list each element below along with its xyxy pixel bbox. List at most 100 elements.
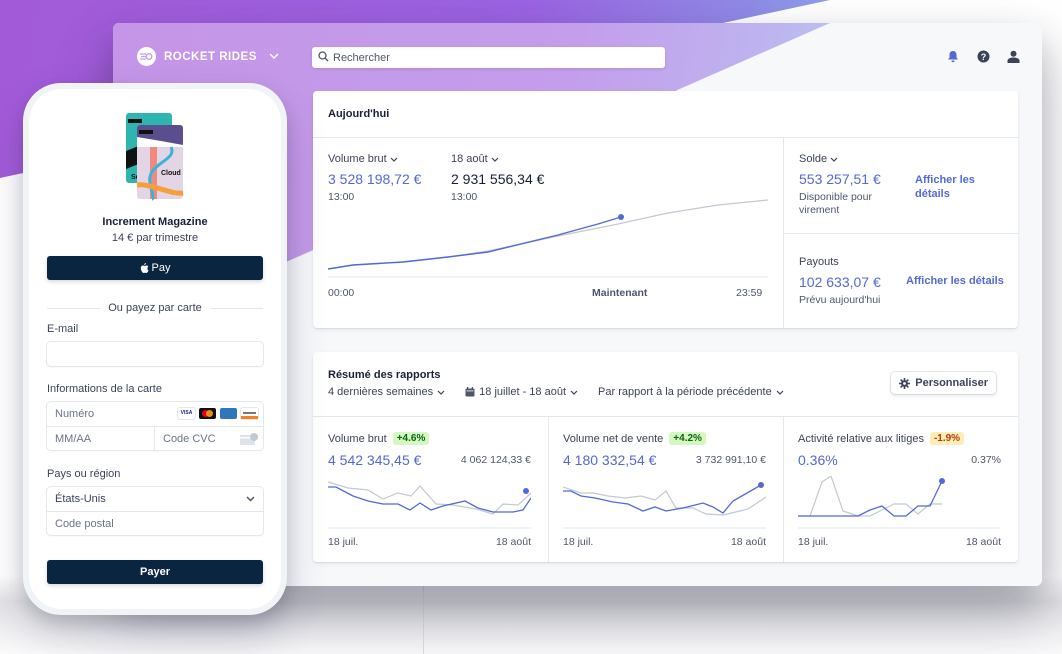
- cvc-field[interactable]: Code CVC: [155, 427, 263, 451]
- search-placeholder: Rechercher: [333, 51, 390, 64]
- compare-time: 13:00: [451, 191, 478, 203]
- metric-label: Volume brut: [328, 432, 387, 445]
- rocket-logo-icon: [137, 47, 156, 66]
- change-badge: +4.2%: [669, 432, 706, 445]
- date-range-label: 18 juillet - 18 août: [479, 386, 567, 398]
- metric-value: 4 180 332,54 €: [563, 452, 657, 468]
- reports-title: Résumé des rapports: [328, 369, 441, 381]
- metric-sparkline: [328, 481, 531, 529]
- card-number-placeholder: Numéro: [55, 408, 95, 420]
- chevron-down-icon: [491, 157, 499, 162]
- postal-code-field[interactable]: Code postal: [47, 511, 263, 535]
- card-expiry-cvc-row: MM/AA Code CVC: [47, 426, 263, 451]
- axis-end: 18 août: [730, 536, 766, 548]
- metric-previous: 4 062 124,33 €: [460, 454, 531, 466]
- product-price: 14 € par trimestre: [111, 232, 199, 244]
- divider: [313, 137, 1018, 138]
- pay-button-label: Payer: [140, 566, 170, 578]
- balance-label: Solde: [799, 153, 828, 165]
- country-label: Pays ou région: [47, 468, 121, 480]
- divider: [783, 416, 784, 562]
- chart-axis-now: Maintenant: [592, 287, 648, 299]
- compare-date-selector[interactable]: 18 août: [451, 153, 544, 165]
- divider: [783, 233, 1018, 234]
- axis-start: 18 juil.: [563, 536, 594, 548]
- chevron-down-icon: [437, 390, 445, 395]
- metric-value: 0.36%: [798, 452, 838, 468]
- payouts-metric: Payouts 102 633,07 € Prévu aujourd'hui: [799, 256, 881, 306]
- report-metric-net-volume[interactable]: Volume net de vente +4.2% 4 180 332,54 €…: [548, 416, 783, 562]
- compare-filter[interactable]: Par rapport à la période précédente: [598, 386, 784, 398]
- svg-text:?: ?: [980, 51, 986, 61]
- gross-volume-selector[interactable]: Volume brut: [328, 153, 421, 165]
- checkout-screen: Se Cloud Increment Magazine 14 € par tri…: [29, 89, 281, 609]
- balance-details-link[interactable]: Afficher les détails: [915, 174, 975, 200]
- compare-value: 2 931 556,34 €: [451, 171, 545, 187]
- email-field[interactable]: [47, 342, 263, 366]
- metric-previous: 0.37%: [971, 454, 1001, 466]
- gross-volume-metric: Volume brut 3 528 198,72 € 13:00: [328, 153, 421, 203]
- customize-button[interactable]: Personnaliser: [891, 372, 996, 394]
- compare-metric: 18 août 2 931 556,34 € 13:00: [451, 153, 544, 203]
- period-filter[interactable]: 4 dernières semaines: [328, 386, 445, 398]
- card-info-label: Informations de la carte: [47, 383, 162, 395]
- divider: [548, 416, 549, 562]
- expiry-placeholder: MM/AA: [55, 432, 92, 445]
- search-input[interactable]: Rechercher: [312, 47, 665, 68]
- chevron-down-icon: [776, 390, 784, 395]
- apple-pay-button[interactable]: Pay: [47, 256, 263, 280]
- metric-label: Activité relative aux litiges: [798, 432, 924, 445]
- today-title: Aujourd'hui: [328, 108, 390, 120]
- visa-icon: VISA: [178, 408, 195, 419]
- chevron-down-icon: [269, 51, 279, 62]
- axis-start: 18 juil.: [798, 536, 829, 548]
- expiry-field[interactable]: MM/AA: [47, 426, 155, 451]
- help-icon[interactable]: ?: [976, 49, 990, 63]
- user-icon[interactable]: [1006, 49, 1020, 63]
- or-label: Ou payez par carte: [108, 302, 202, 314]
- apple-pay-label: Pay: [151, 262, 171, 274]
- payouts-details-link[interactable]: Afficher les détails: [906, 275, 1004, 287]
- account-switcher[interactable]: ROCKET RIDES: [137, 47, 279, 66]
- or-divider: Ou payez par carte: [47, 302, 263, 314]
- metric-label: Volume net de vente: [563, 432, 664, 445]
- cvc-placeholder: Code CVC: [163, 432, 216, 445]
- balance-metric: Solde 553 257,51 € Disponible pour virem…: [799, 153, 894, 217]
- report-metric-disputes[interactable]: Activité relative aux litiges -1.9% 0.36…: [783, 416, 1018, 562]
- compare-label: Par rapport à la période précédente: [598, 386, 772, 398]
- chevron-down-icon: [390, 157, 398, 162]
- payouts-value: 102 633,07 €: [799, 274, 881, 290]
- bell-icon[interactable]: [946, 49, 960, 63]
- email-label: E-mail: [47, 323, 79, 335]
- chevron-down-icon: [246, 496, 255, 502]
- balance-sub: Disponible pour virement: [799, 191, 872, 216]
- today-chart: [328, 199, 768, 278]
- top-bar: ROCKET RIDES Rechercher ?: [113, 23, 1042, 89]
- today-card: Aujourd'hui Volume brut 3 528 198,72 € 1…: [313, 91, 1018, 328]
- discover-icon: [241, 408, 258, 419]
- metric-sparkline: [798, 476, 1001, 529]
- address-group: États-Unis Code postal: [47, 487, 263, 535]
- gross-volume-value: 3 528 198,72 €: [328, 171, 422, 187]
- report-metric-gross-volume[interactable]: Volume brut +4.6% 4 542 345,45 € 4 062 1…: [313, 416, 548, 562]
- period-label: 4 dernières semaines: [328, 386, 434, 398]
- card-number-field[interactable]: Numéro VISA: [47, 402, 263, 426]
- payouts-sub: Prévu aujourd'hui: [799, 294, 881, 306]
- postal-code-placeholder: Code postal: [55, 517, 114, 530]
- amex-icon: [220, 408, 237, 419]
- country-select[interactable]: États-Unis: [47, 487, 263, 511]
- chart-axis-start: 00:00: [328, 287, 355, 299]
- axis-end: 18 août: [495, 536, 531, 548]
- email-value: [47, 342, 263, 366]
- compare-date-label: 18 août: [451, 153, 488, 165]
- date-range-filter[interactable]: 18 juillet - 18 août: [465, 386, 578, 398]
- card-info-group: Numéro VISA MM/AA Code CVC: [47, 402, 263, 451]
- country-value: États-Unis: [55, 493, 106, 505]
- brand-name: ROCKET RIDES: [164, 50, 257, 63]
- mastercard-icon: [199, 408, 216, 419]
- floor-divider: [423, 585, 424, 654]
- gear-icon: [899, 377, 911, 389]
- pay-button[interactable]: Payer: [47, 560, 263, 584]
- balance-selector[interactable]: Solde: [799, 153, 894, 165]
- svg-text:Se: Se: [131, 174, 140, 181]
